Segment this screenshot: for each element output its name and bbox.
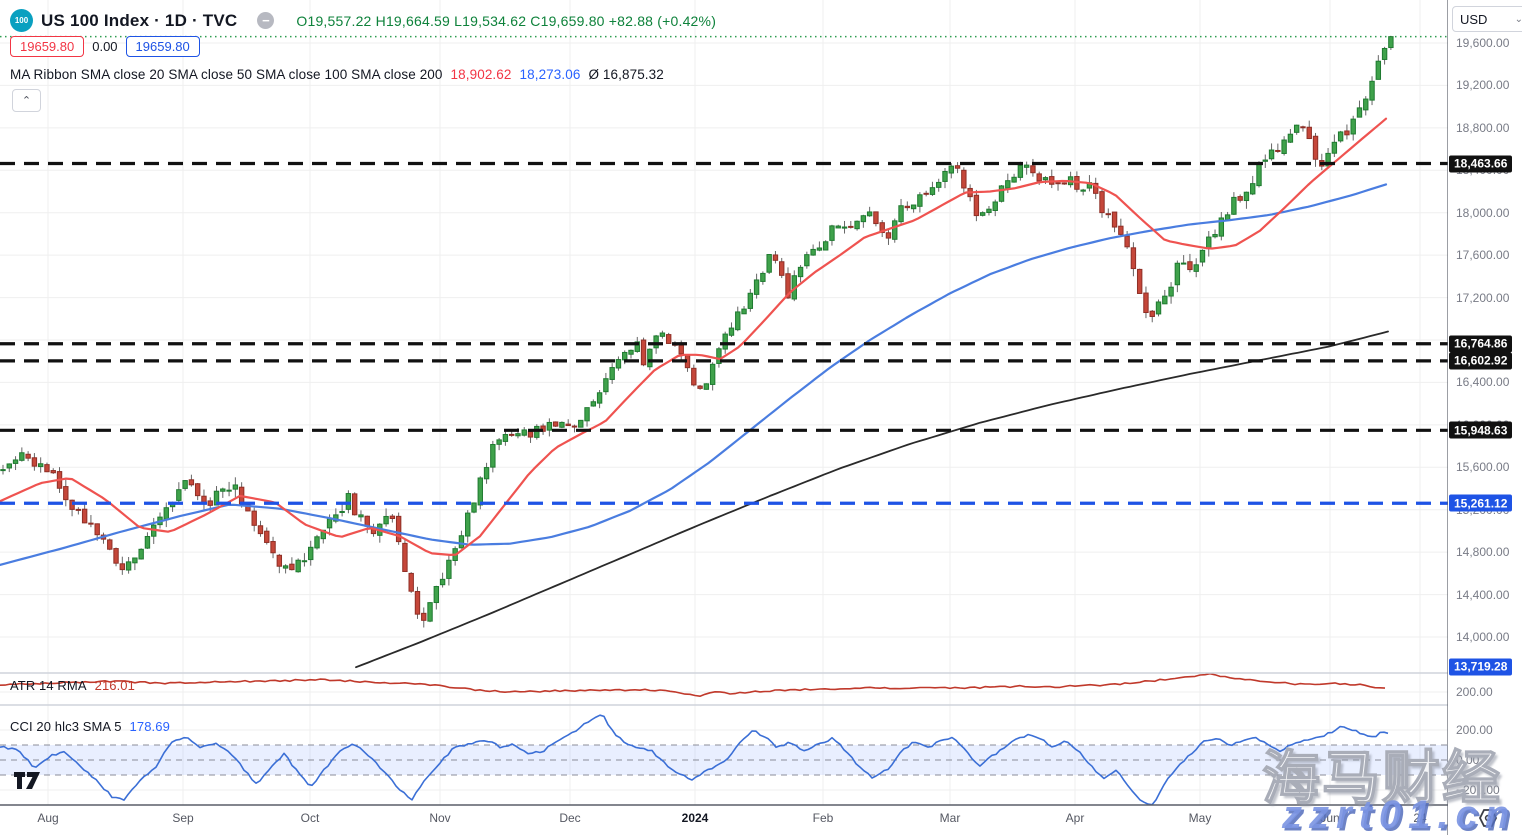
time-tick-label: Sep — [172, 811, 194, 825]
currency-dropdown[interactable]: USD ⌄ — [1452, 6, 1522, 32]
time-tick-label: 2024 — [681, 811, 709, 825]
time-tick-label: Aug — [37, 811, 59, 825]
grid-lines — [0, 0, 1448, 805]
atr-legend[interactable]: ATR 14 RMA 216.01 — [10, 678, 135, 693]
price-tick-label: 19,600.00 — [1456, 36, 1510, 50]
price-tick-label: 200.00 — [1456, 723, 1493, 737]
currency-value: USD — [1460, 11, 1488, 27]
ma-ribbon-label: MA Ribbon SMA close 20 SMA close 50 SMA … — [10, 67, 443, 82]
atr-line — [0, 672, 1386, 698]
chevron-down-icon: ⌄ — [1514, 13, 1522, 25]
ma-ribbon-legend[interactable]: MA Ribbon SMA close 20 SMA close 50 SMA … — [10, 67, 664, 82]
symbol-header: 100 US 100 Index · 1D · TVC − O19,557.22… — [10, 9, 716, 32]
price-tick-label: 17,200.00 — [1456, 290, 1510, 305]
price-scale[interactable]: 19,600.0019,200.0018,800.0018,400.0018,0… — [1448, 0, 1522, 835]
price-level-label[interactable]: 16,764.86 — [1449, 335, 1513, 353]
time-axis-settings-icon[interactable] — [1477, 807, 1499, 834]
atr-label: ATR 14 RMA — [10, 678, 87, 693]
sma-200-line — [355, 330, 1389, 669]
price-tick-label: 18,000.00 — [1456, 205, 1510, 220]
ohlc-values: O19,557.22 H19,664.59 L19,534.62 C19,659… — [296, 12, 717, 29]
price-tick-label: 16,400.00 — [1456, 375, 1510, 390]
atr-value: 216.01 — [94, 678, 135, 693]
low-price-box[interactable]: 19659.80 — [125, 36, 200, 57]
time-tick-label: Nov — [429, 811, 451, 825]
price-tick-label: 200.00 — [1456, 685, 1493, 699]
time-tick-label: Jun — [1320, 811, 1340, 825]
sma-20-line — [0, 117, 1388, 557]
symbol-logo-icon: 100 — [10, 9, 33, 32]
price-tick-label: 14,000.00 — [1456, 629, 1510, 644]
candlestick-series — [0, 36, 1394, 628]
time-tick-label: Apr — [1065, 811, 1085, 825]
high-price-box[interactable]: 19659.80 — [10, 36, 85, 57]
change-value: 0.00 — [92, 39, 118, 54]
price-level-label[interactable]: 18,463.66 — [1449, 155, 1513, 173]
cci-band — [0, 745, 1448, 775]
cci-value: 178.69 — [129, 719, 170, 734]
minus-badge-icon[interactable]: − — [257, 12, 275, 29]
price-tick-label: 18,800.00 — [1456, 120, 1510, 135]
symbol-title[interactable]: US 100 Index · 1D · TVC — [41, 10, 238, 30]
price-tick-label: 0.00 — [1456, 753, 1480, 767]
price-level-label[interactable]: 15,948.63 — [1449, 421, 1513, 439]
time-tick-label: Feb — [812, 811, 834, 825]
ma-average-value: Ø 16,875.32 — [588, 67, 664, 82]
price-tick-label: 17,600.00 — [1456, 248, 1510, 263]
cci-label: CCI 20 hlc3 SMA 5 — [10, 719, 122, 734]
time-tick-label: May — [1188, 811, 1212, 825]
price-tick-label: 19,200.00 — [1456, 78, 1510, 93]
price-tick-label: 15,600.00 — [1456, 460, 1510, 475]
price-level-label[interactable]: 13,719.28 — [1449, 658, 1513, 676]
price-tick-label: 14,800.00 — [1456, 545, 1510, 560]
price-level-label[interactable]: 15,261.12 — [1449, 494, 1513, 512]
time-tick-label: Oct — [300, 811, 320, 825]
tradingview-logo-icon[interactable] — [14, 772, 42, 795]
ma-sma100-value: 18,273.06 — [519, 67, 581, 82]
price-tick-label: −200.00 — [1456, 783, 1500, 797]
cci-line — [0, 714, 1389, 806]
time-tick-label: Mar — [939, 811, 961, 825]
ma-sma20-value: 18,902.62 — [450, 67, 512, 82]
price-tick-label: 14,400.00 — [1456, 587, 1510, 602]
time-tick-label: Dec — [559, 811, 581, 825]
price-level-label[interactable]: 16,602.92 — [1449, 352, 1513, 370]
time-tick-label: 24 — [1413, 811, 1427, 825]
collapse-button[interactable]: ⌃ — [12, 89, 41, 112]
price-stat-row: 19659.80 0.00 19659.80 — [10, 36, 200, 57]
cci-legend[interactable]: CCI 20 hlc3 SMA 5 178.69 — [10, 719, 170, 734]
